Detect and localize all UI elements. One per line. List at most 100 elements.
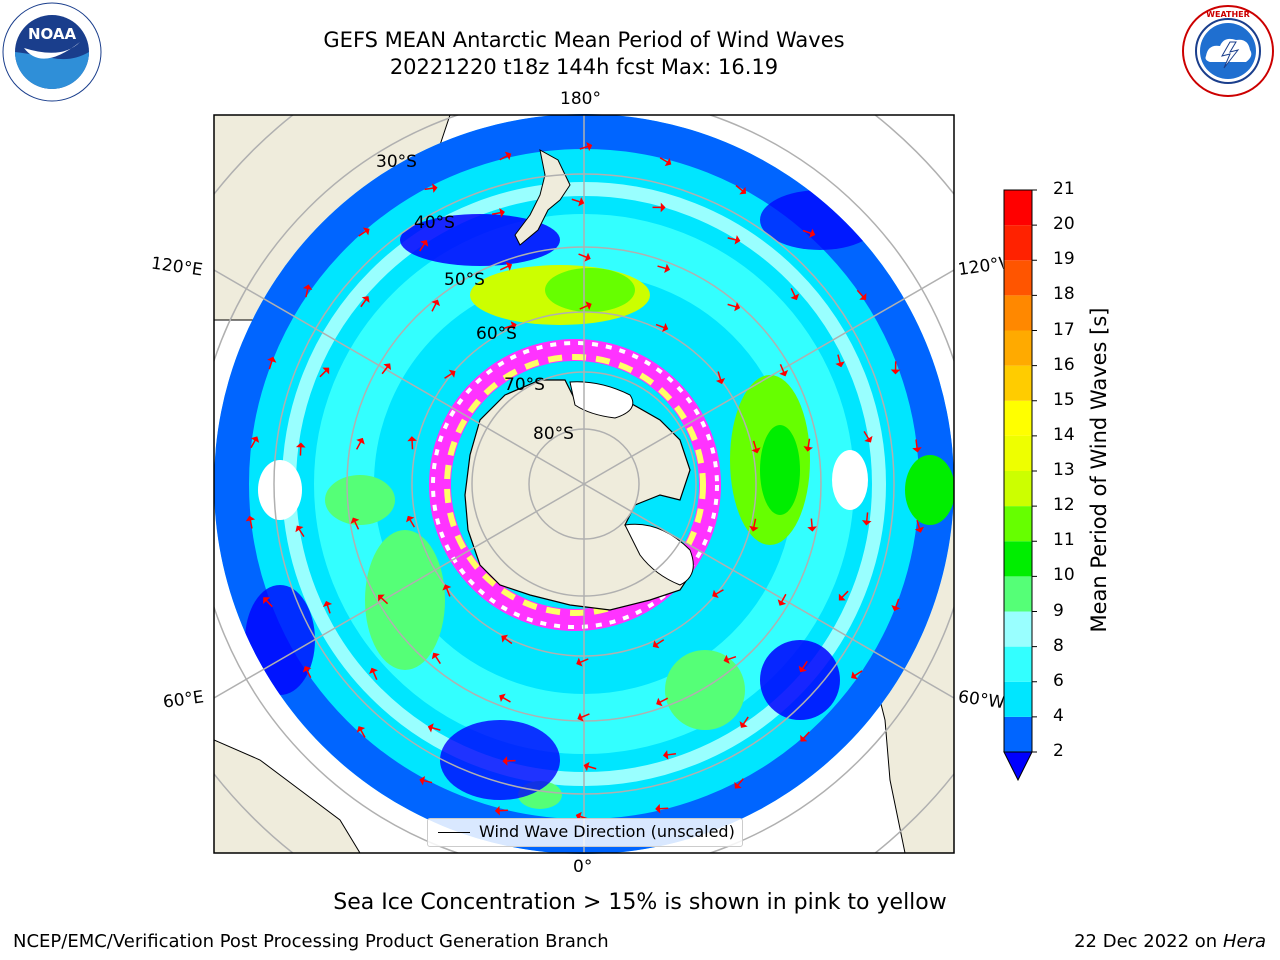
footer-date: 22 Dec 2022 on Hera (1074, 931, 1266, 952)
wave-direction-arrowhead (803, 446, 813, 452)
wave-direction-arrowhead (734, 235, 741, 245)
wave-direction-arrow (424, 187, 434, 191)
wave-direction-arrowhead (807, 526, 817, 532)
wave-direction-arrow (423, 779, 433, 784)
colorbar-segment (1004, 471, 1032, 507)
wave-direction-arrow (727, 655, 737, 661)
wave-direction-arrowhead (575, 811, 582, 822)
wave-direction-arrow (578, 253, 588, 259)
wave-direction-arrow (659, 807, 669, 810)
wave-direction-arrowhead (302, 666, 312, 673)
lon-label-0: 0° (573, 857, 593, 877)
wave-direction-arrowhead (809, 228, 816, 238)
wave-direction-arrowhead (369, 667, 378, 675)
land-africa (214, 739, 361, 853)
wave-direction-arrowhead (420, 240, 429, 247)
wave-direction-arrow (381, 366, 389, 375)
footer-host: Hera (1222, 931, 1266, 952)
wave-direction-arrow (666, 753, 677, 756)
wave-direction-arrowhead (739, 186, 747, 195)
wave-direction-arrow (431, 302, 437, 312)
noaa-logo: NOAA (2, 2, 102, 102)
wave-direction-arrowhead (501, 634, 509, 643)
wave-direction-arrow (571, 198, 581, 203)
wave-direction-arrowhead (861, 520, 872, 526)
wave-direction-arrowhead (431, 652, 440, 660)
lat-label-50s: 50°S (444, 270, 485, 290)
wave-direction-arrowhead (656, 697, 663, 707)
wave-direction-arrowhead (798, 665, 807, 673)
wave-direction-arrowhead (712, 589, 719, 599)
wave-direction-arrowhead (790, 293, 800, 301)
wave-direction-arrow (717, 371, 722, 381)
wave-direction-arrowhead (838, 593, 846, 601)
colorbar-segment (1004, 681, 1032, 717)
wave-direction-arrow (801, 660, 808, 670)
wave-direction-arrowhead (586, 141, 593, 152)
wave-direction-arrow (715, 589, 724, 595)
wave-direction-arrow (499, 154, 509, 161)
wave-direction-arrow (502, 696, 511, 703)
lat-label-60s: 60°S (476, 324, 517, 344)
colorbar-tick-label: 13 (1053, 460, 1075, 480)
wind-wave-arrows (245, 141, 925, 822)
wave-direction-arrowhead (263, 597, 271, 605)
wave-direction-arrow (444, 372, 453, 379)
wave-direction-arrow (727, 237, 737, 241)
wave-direction-arrowhead (502, 756, 508, 766)
colorbar-tick-label: 17 (1053, 319, 1075, 340)
wave-direction-arrowhead (322, 367, 330, 375)
wave-direction-arrowhead (510, 321, 517, 331)
wave-direction-arrowhead (777, 599, 787, 606)
wave-direction-arrowhead (664, 157, 672, 167)
wave-direction-arrow (742, 716, 749, 725)
wave-direction-arrowhead (302, 284, 313, 291)
wave-direction-arrow (736, 778, 744, 787)
colorbar-tick-label: 20 (1053, 214, 1075, 235)
sea-ice-ring (429, 339, 721, 631)
colorbar-tick-label: 6 (1053, 670, 1064, 691)
wave-direction-arrowhead (584, 252, 591, 262)
wave-direction-arrow (431, 726, 441, 731)
wave-direction-arrow (807, 438, 811, 448)
colorbar-segment (1004, 295, 1032, 331)
colorbar-tick-label: 9 (1053, 600, 1064, 621)
wave-direction-arrow (319, 369, 327, 378)
wave-direction-arrow (752, 518, 757, 528)
wave-direction-arrowhead (267, 356, 277, 363)
wave-direction-arrowhead (734, 781, 742, 789)
wave-direction-arrow (268, 360, 273, 370)
colorbar-tick-label: 10 (1053, 565, 1075, 586)
lat-label-40s: 40°S (414, 213, 455, 233)
wave-direction-arrow (380, 597, 389, 605)
wave-direction-arrow (265, 599, 273, 608)
wave-direction-arrow (580, 713, 590, 719)
wave-direction-arrow (326, 604, 331, 614)
wave-direction-arrowhead (779, 370, 789, 377)
wave-direction-arrowhead (891, 604, 901, 612)
wave-direction-arrow (863, 431, 870, 440)
wave-direction-arrowhead (322, 600, 333, 608)
wave-direction-arrowhead (660, 202, 666, 213)
wave-direction-arrowhead (715, 378, 726, 385)
ice-shelf-weddell (624, 523, 694, 586)
lon-label-180: 180° (560, 89, 601, 109)
wave-direction-arrowhead (245, 515, 256, 522)
wave-direction-arrow (579, 304, 589, 310)
svg-text:NOAA: NOAA (28, 25, 77, 43)
wave-direction-arrowhead (851, 671, 858, 680)
wave-direction-arrow (655, 323, 665, 329)
wave-direction-arrow (916, 520, 921, 530)
wave-direction-arrow (305, 288, 309, 298)
wave-direction-arrowhead (377, 594, 385, 602)
wave-direction-arrow (434, 655, 441, 665)
wave-direction-arrow (587, 765, 597, 770)
wave-direction-arrowhead (723, 654, 730, 664)
map-subtitle: 20221220 t18z 144h fcst Max: 16.19 (389, 55, 779, 79)
wave-direction-arrowhead (427, 723, 434, 733)
wave-direction-arrowhead (407, 436, 417, 442)
lat-label-70s: 70°S (504, 375, 545, 395)
wave-direction-arrow (445, 587, 451, 597)
colorbar-segment (1004, 435, 1032, 471)
